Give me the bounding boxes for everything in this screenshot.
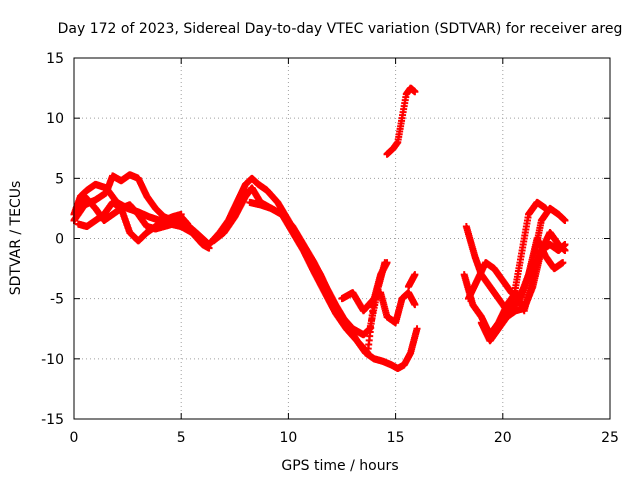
data-point xyxy=(559,259,567,267)
data-point xyxy=(411,301,419,309)
y-tick-label: 15 xyxy=(46,51,64,67)
data-point xyxy=(383,259,391,267)
series-arc-i xyxy=(383,84,419,158)
series-arc-o xyxy=(507,198,550,315)
y-tick-label: -10 xyxy=(41,352,64,368)
series-arc-j xyxy=(404,271,419,291)
series-arc-e xyxy=(177,174,389,339)
x-tick-label: 25 xyxy=(601,430,619,446)
x-tick-label: 20 xyxy=(494,430,512,446)
x-axis-label: GPS time / hours xyxy=(281,458,398,474)
grid xyxy=(74,58,610,419)
data-point xyxy=(413,325,421,333)
data-points xyxy=(70,84,569,372)
data-point xyxy=(411,88,419,96)
x-tick-label: 0 xyxy=(70,430,79,446)
x-tick-label: 15 xyxy=(387,430,405,446)
data-point xyxy=(561,216,569,224)
series-arc-h xyxy=(338,289,419,327)
y-tick-label: 10 xyxy=(46,111,64,127)
plot-frame xyxy=(73,57,611,420)
data-point xyxy=(561,247,569,255)
y-tick-label: -15 xyxy=(41,412,64,428)
x-tick-label: 5 xyxy=(177,430,186,446)
series-arc-g xyxy=(246,198,421,372)
y-tick-label: 0 xyxy=(55,232,64,248)
chart-title: Day 172 of 2023, Sidereal Day-to-day VTE… xyxy=(58,21,623,37)
series-arc-n xyxy=(477,228,569,345)
data-point xyxy=(411,271,419,279)
x-tick-label: 10 xyxy=(279,430,297,446)
y-axis-label: SDTVAR / TECUs xyxy=(8,181,24,296)
y-tick-label: -5 xyxy=(50,292,64,308)
data-point xyxy=(177,210,185,218)
y-tick-label: 5 xyxy=(55,171,64,187)
data-point xyxy=(542,204,550,212)
